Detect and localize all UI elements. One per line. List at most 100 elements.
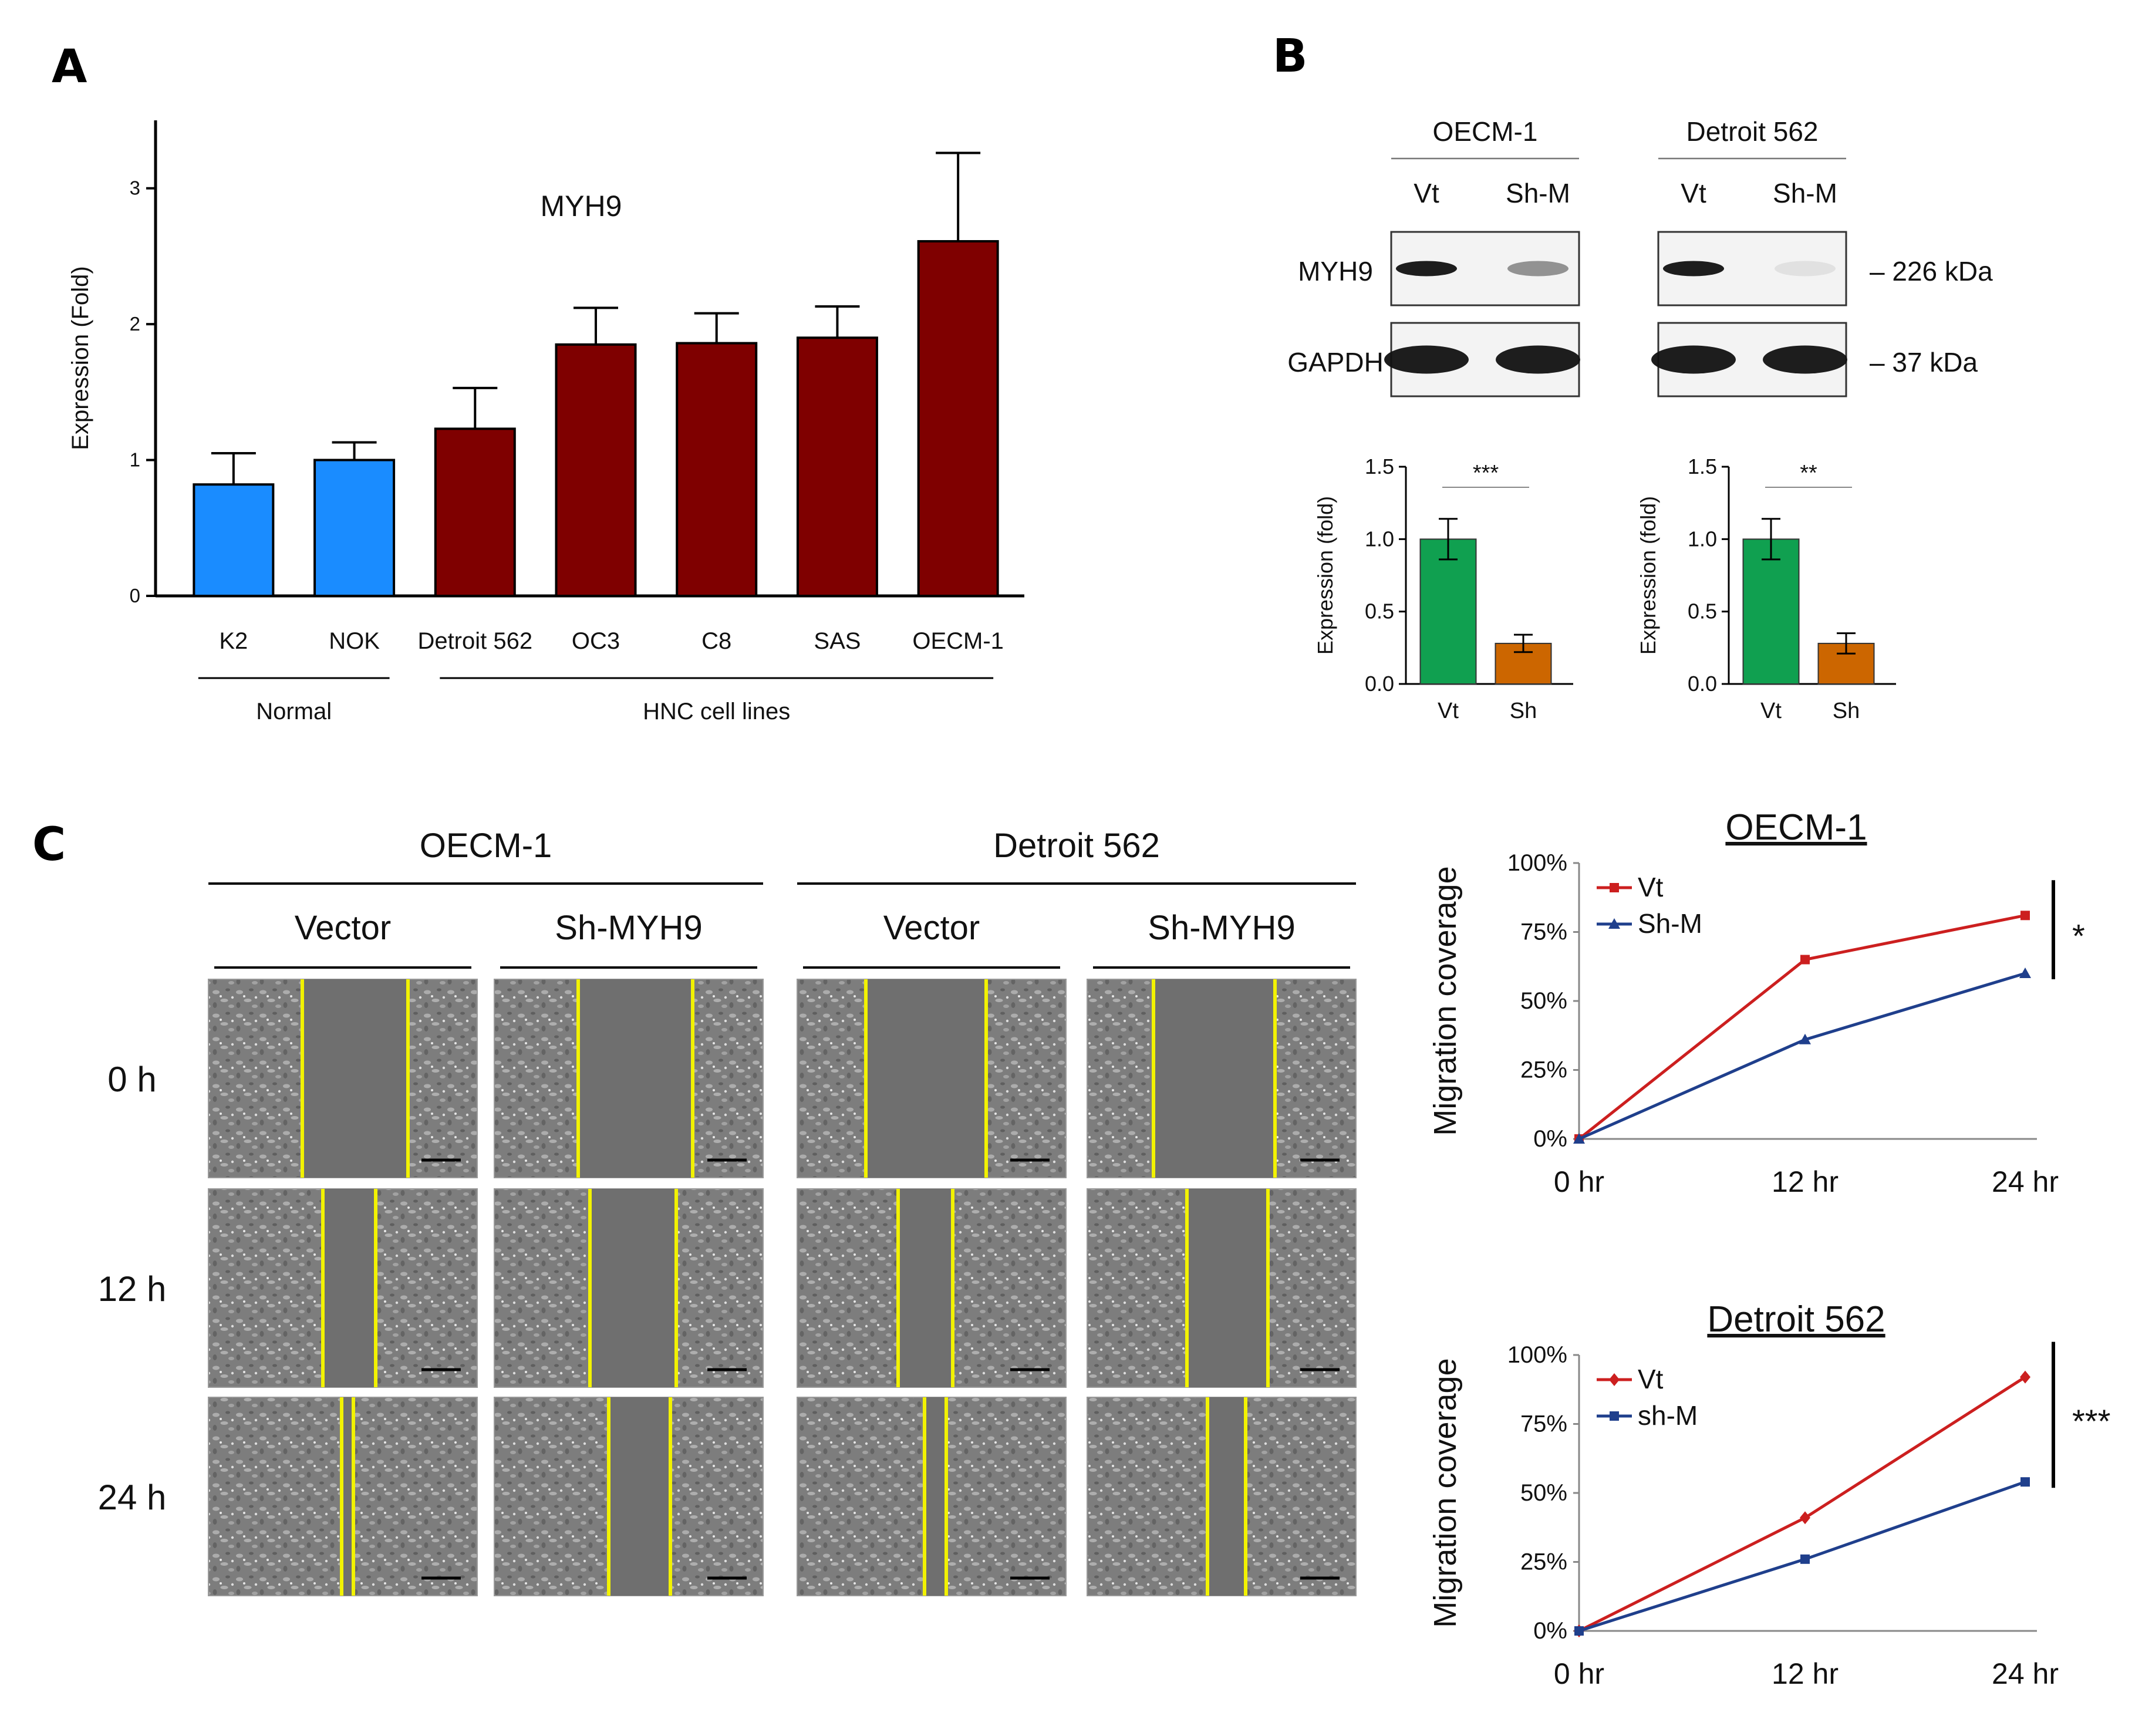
- panel-letter-a: A: [52, 41, 87, 93]
- bar-detroit-562: [434, 427, 516, 597]
- scratch-cell-line-label: OECM-1: [420, 827, 552, 865]
- molecular-weight-marker: – 37 kDa: [1870, 347, 1978, 377]
- y-tick-label: 1.0: [1365, 527, 1394, 551]
- data-point: [1800, 1511, 1810, 1525]
- scratch-wound-area: [609, 1397, 670, 1596]
- x-tick-label: OC3: [572, 628, 620, 654]
- x-tick-label: 24 hr: [1992, 1165, 2059, 1198]
- x-tick-label: Sh: [1510, 699, 1537, 723]
- data-point: [1574, 1626, 1584, 1636]
- scratch-condition-label: Vector: [295, 909, 391, 947]
- y-tick-label: 0%: [1533, 1618, 1567, 1644]
- chart-b-right-quantification: 0.0 0.5 1.0 1.5 Expression (fold) Vt Sh **: [1636, 454, 1896, 723]
- y-axis-label: Expression (fold): [1313, 496, 1337, 655]
- x-tick-label: Vt: [1760, 699, 1782, 723]
- y-axis-label: Migration coverage: [1428, 866, 1463, 1135]
- significance-marker: ***: [1473, 461, 1499, 486]
- band-myh9: [1396, 261, 1457, 277]
- band-myh9: [1663, 261, 1724, 277]
- blot-row-label: MYH9: [1298, 256, 1373, 286]
- y-tick-label: 25%: [1520, 1057, 1567, 1083]
- scratch-wound-area: [1153, 979, 1275, 1178]
- bar-oc3: [555, 343, 637, 597]
- y-axis-label: Expression (Fold): [68, 266, 93, 450]
- x-tick-label: Sh: [1833, 699, 1860, 723]
- legend-marker: [1610, 1411, 1619, 1421]
- y-tick-label: 1.5: [1688, 454, 1717, 478]
- x-tick-label: NOK: [329, 628, 380, 654]
- molecular-weight-marker: – 226 kDa: [1870, 256, 1993, 286]
- y-tick-label: 25%: [1520, 1549, 1567, 1575]
- y-tick-label: 1.0: [1688, 527, 1717, 551]
- y-tick-label: 100%: [1507, 850, 1567, 876]
- x-tick-label: 24 hr: [1992, 1657, 2059, 1690]
- x-tick-label: K2: [219, 628, 248, 654]
- x-tick-label: Vt: [1438, 699, 1459, 723]
- legend-label: Sh-M: [1638, 908, 1702, 939]
- blot-group-label: Detroit 562: [1686, 116, 1818, 147]
- significance-marker: **: [1800, 461, 1817, 486]
- legend-marker: [1609, 1373, 1620, 1386]
- significance-marker: ***: [2072, 1403, 2110, 1440]
- timepoint-label: 0 h: [107, 1060, 156, 1099]
- chart-a-myh9-expression: 0 1 2 3 Expression (Fold) MYH9 K2 NOK Detroit 56…: [68, 120, 1024, 724]
- series-line-sh-m: [1578, 972, 2026, 1141]
- x-tick-label: 12 hr: [1772, 1165, 1839, 1198]
- y-axis-label: Migration coverage: [1428, 1358, 1463, 1627]
- chart-c-detroit562-migration: 0% 25% 50% 75% 100% 0 hr 12 hr 24 hr Migration c…: [1428, 1299, 2110, 1690]
- scratch-wound-area: [866, 979, 986, 1178]
- scratch-wound-area: [925, 1397, 946, 1596]
- scratch-wound-area: [342, 1397, 353, 1596]
- chart-b-left-quantification: 0.0 0.5 1.0 1.5 Expression (fold) Vt Sh ***: [1313, 454, 1573, 723]
- band-myh9: [1507, 261, 1568, 277]
- y-tick-label: 2: [130, 313, 140, 335]
- band-gapdh: [1763, 345, 1847, 374]
- bar-sas: [796, 336, 878, 597]
- scratch-wound-area: [578, 979, 693, 1178]
- x-tick-label: Detroit 562: [417, 628, 532, 654]
- x-tick-label: 0 hr: [1554, 1657, 1604, 1690]
- data-point: [2020, 1370, 2030, 1384]
- y-tick-label: 3: [130, 177, 140, 199]
- legend-marker: [1610, 883, 1619, 892]
- timepoint-label: 12 h: [98, 1269, 167, 1309]
- chart-title: OECM-1: [1725, 807, 1867, 848]
- scratch-wound-area: [898, 1189, 953, 1387]
- x-tick-label: 12 hr: [1772, 1657, 1839, 1690]
- legend-label: Vt: [1638, 1364, 1664, 1394]
- y-tick-label: 75%: [1520, 1411, 1567, 1437]
- data-point: [1800, 955, 1810, 965]
- x-tick-label: SAS: [814, 628, 861, 654]
- legend-label: sh-M: [1638, 1400, 1698, 1431]
- significance-marker: *: [2072, 918, 2085, 955]
- blot-group-label: OECM-1: [1433, 116, 1538, 147]
- scratch-cell-line-label: Detroit 562: [993, 827, 1160, 865]
- y-tick-label: 0.5: [1365, 599, 1394, 623]
- scratch-condition-label: Vector: [883, 909, 980, 947]
- y-tick-label: 50%: [1520, 1480, 1567, 1506]
- legend-label: Vt: [1638, 872, 1664, 902]
- bar-vt: [1742, 538, 1800, 685]
- y-tick-label: 0%: [1533, 1126, 1567, 1152]
- y-tick-label: 100%: [1507, 1342, 1567, 1368]
- bar-vt: [1419, 538, 1477, 685]
- lane-label: Sh-M: [1506, 178, 1570, 208]
- y-tick-label: 1: [130, 449, 140, 471]
- bar-nok: [313, 459, 396, 597]
- scratch-wound-area: [590, 1189, 676, 1387]
- y-tick-label: 1.5: [1365, 454, 1394, 478]
- y-tick-label: 75%: [1520, 919, 1567, 945]
- scratch-assay-grid: OECM-1 Vector Sh-MYH9 Detroit 562 Vector Sh-M…: [98, 827, 1357, 1596]
- x-tick-label: 0 hr: [1554, 1165, 1604, 1198]
- y-tick-label: 50%: [1520, 988, 1567, 1014]
- legend-marker: [1608, 918, 1620, 929]
- bar-k2: [193, 483, 275, 597]
- scratch-condition-label: Sh-MYH9: [555, 909, 702, 947]
- y-tick-label: 0.0: [1688, 672, 1717, 696]
- data-point: [2020, 1477, 2030, 1487]
- y-tick-label: 0.0: [1365, 672, 1394, 696]
- bar-c8: [676, 342, 758, 597]
- data-point: [1573, 1133, 1585, 1144]
- group-label-normal: Normal: [256, 699, 332, 724]
